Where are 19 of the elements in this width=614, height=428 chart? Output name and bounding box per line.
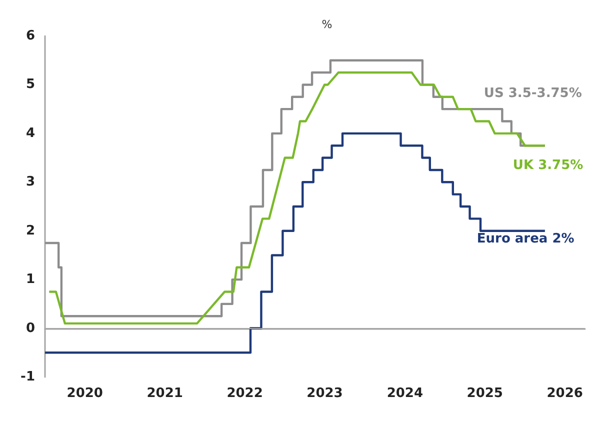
x-tick-label: 2024 <box>386 386 424 401</box>
x-tick-label: 2023 <box>306 386 343 401</box>
y-tick-label: 4 <box>26 126 35 141</box>
y-tick-label: 1 <box>26 272 35 288</box>
y-tick-label: 6 <box>26 28 35 44</box>
x-tick-label: 2026 <box>546 386 583 401</box>
x-tick-label: 2020 <box>66 386 103 401</box>
y-tick-label: 5 <box>26 77 35 92</box>
x-tick-label: 2021 <box>146 386 183 401</box>
y-tick-label: 0 <box>26 320 35 336</box>
y-tick-label: -1 <box>20 370 35 384</box>
series-label: US 3.5-3.75% <box>484 86 582 102</box>
x-tick-label: 2022 <box>226 386 263 401</box>
y-tick-label: 3 <box>26 174 35 190</box>
series-label: UK 3.75% <box>512 158 584 174</box>
y-tick-label: 2 <box>26 223 35 238</box>
x-tick-label: 2025 <box>466 386 503 401</box>
series-label: Euro area 2% <box>476 231 574 246</box>
chart-title: % <box>322 18 332 31</box>
